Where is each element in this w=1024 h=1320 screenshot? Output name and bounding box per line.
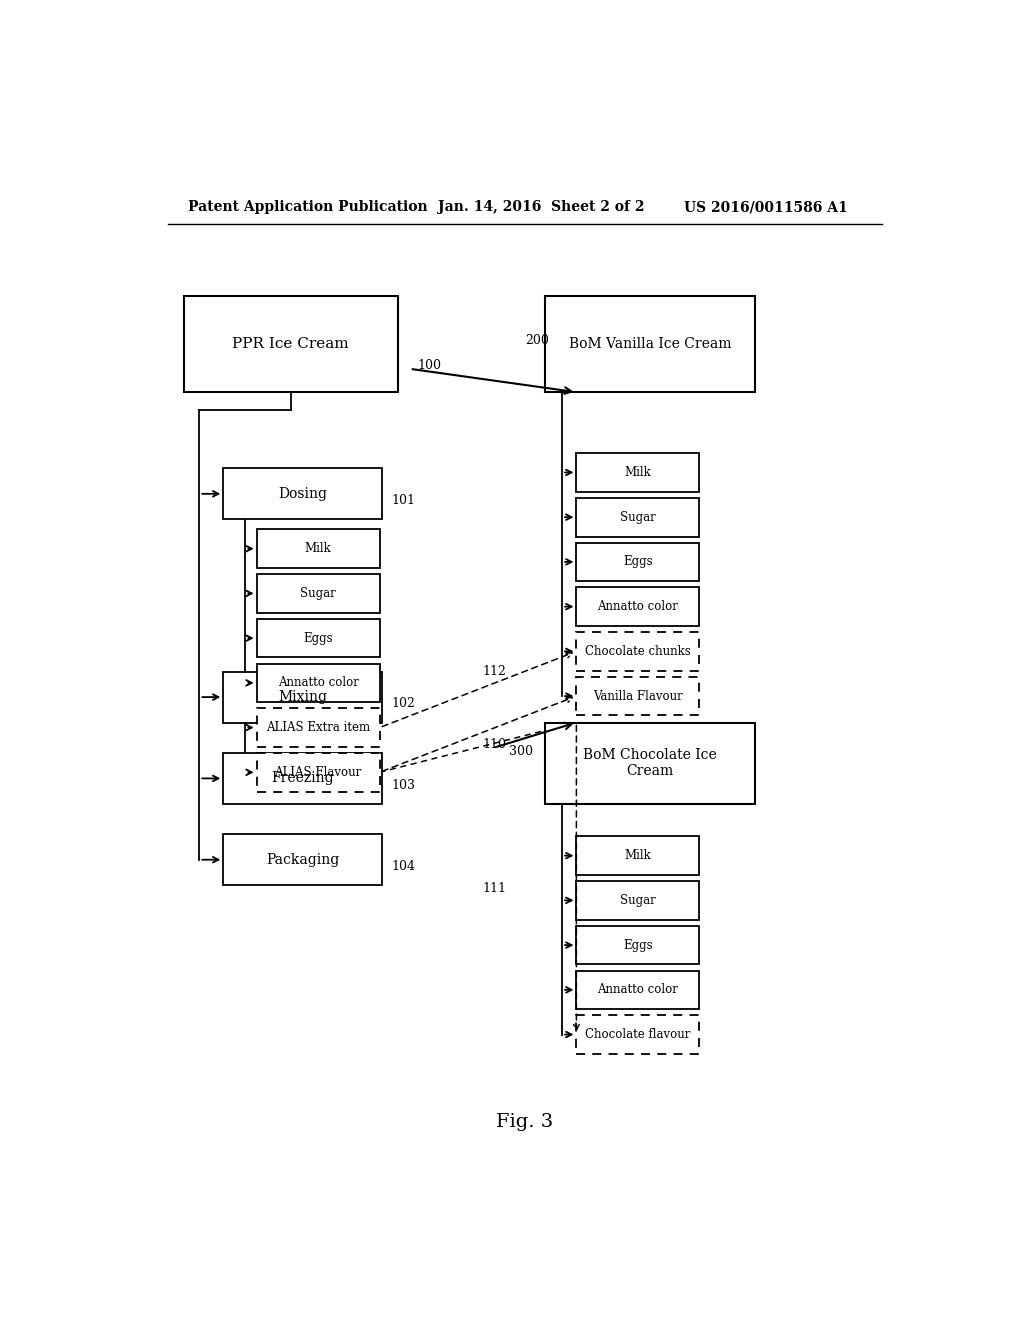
Text: Sugar: Sugar <box>620 511 655 524</box>
Text: 110: 110 <box>482 738 507 751</box>
Text: PPR Ice Cream: PPR Ice Cream <box>232 337 349 351</box>
Bar <box>223 834 382 886</box>
Bar <box>577 677 699 715</box>
Text: Milk: Milk <box>625 849 651 862</box>
Text: 103: 103 <box>391 779 416 792</box>
Text: US 2016/0011586 A1: US 2016/0011586 A1 <box>684 201 847 214</box>
Text: Annatto color: Annatto color <box>597 601 678 612</box>
Bar <box>257 619 380 657</box>
Bar <box>223 469 382 519</box>
Text: Freezing: Freezing <box>271 771 334 785</box>
Text: Packaging: Packaging <box>266 853 339 867</box>
Text: Sugar: Sugar <box>620 894 655 907</box>
Text: 112: 112 <box>482 665 507 677</box>
Bar <box>577 1015 699 1053</box>
Bar <box>577 587 699 626</box>
Bar <box>545 296 755 392</box>
Bar <box>577 632 699 671</box>
Bar <box>577 837 699 875</box>
Text: Patent Application Publication: Patent Application Publication <box>187 201 427 214</box>
Text: BoM Chocolate Ice
Cream: BoM Chocolate Ice Cream <box>583 748 717 779</box>
Bar <box>257 574 380 612</box>
Text: Sugar: Sugar <box>300 587 336 599</box>
Bar <box>577 880 699 920</box>
Text: Jan. 14, 2016  Sheet 2 of 2: Jan. 14, 2016 Sheet 2 of 2 <box>437 201 644 214</box>
Bar <box>257 752 380 792</box>
Text: Annatto color: Annatto color <box>597 983 678 997</box>
Text: 111: 111 <box>482 882 507 895</box>
Bar <box>257 664 380 702</box>
Text: 300: 300 <box>509 744 532 758</box>
Text: Chocolate flavour: Chocolate flavour <box>585 1028 690 1041</box>
Bar <box>577 543 699 581</box>
Text: BoM Vanilla Ice Cream: BoM Vanilla Ice Cream <box>568 337 731 351</box>
Bar <box>577 925 699 965</box>
Text: Milk: Milk <box>305 543 332 556</box>
Text: Vanilla Flavour: Vanilla Flavour <box>593 689 683 702</box>
Text: Annatto color: Annatto color <box>278 676 358 689</box>
Text: Dosing: Dosing <box>279 487 327 500</box>
Text: 104: 104 <box>391 859 416 873</box>
Text: 101: 101 <box>391 494 416 507</box>
Bar <box>223 672 382 722</box>
Bar <box>577 498 699 536</box>
Text: 200: 200 <box>524 334 549 347</box>
Text: Fig. 3: Fig. 3 <box>497 1113 553 1131</box>
Text: Mixing: Mixing <box>279 690 327 704</box>
Bar <box>545 722 755 804</box>
Bar <box>257 709 380 747</box>
Text: Eggs: Eggs <box>623 939 652 952</box>
Text: Milk: Milk <box>625 466 651 479</box>
Text: ALIAS Flavour: ALIAS Flavour <box>274 766 361 779</box>
Text: Eggs: Eggs <box>303 632 333 644</box>
Text: Chocolate chunks: Chocolate chunks <box>585 645 691 657</box>
Text: 100: 100 <box>418 359 441 372</box>
Text: 102: 102 <box>391 697 416 710</box>
Text: ALIAS Extra item: ALIAS Extra item <box>266 721 370 734</box>
Text: Eggs: Eggs <box>623 556 652 569</box>
Bar <box>183 296 398 392</box>
Bar <box>577 970 699 1008</box>
Bar <box>257 529 380 568</box>
Bar <box>577 453 699 492</box>
Bar <box>223 752 382 804</box>
